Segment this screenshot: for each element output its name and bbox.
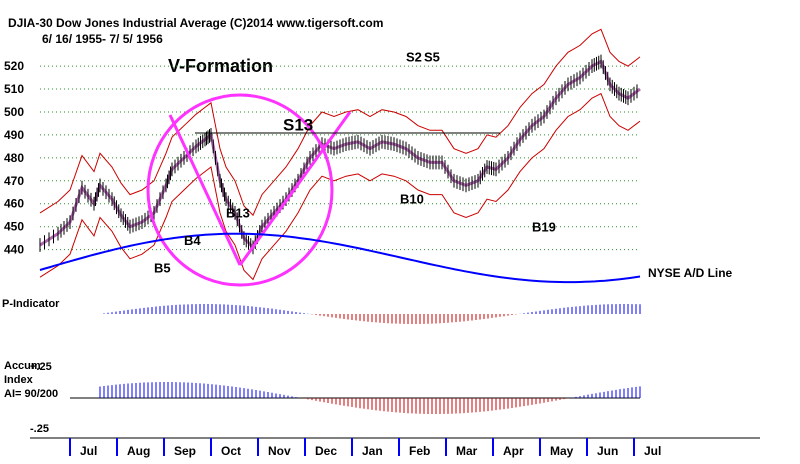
month-label: Feb xyxy=(409,444,430,458)
signal-annotations: S13 S2 S5 B4 B13 B10 B19 B5 xyxy=(154,49,556,275)
v-formation-right-leg xyxy=(238,111,352,266)
accum-bottom-tick: -.25 xyxy=(30,423,49,435)
month-label: Apr xyxy=(503,444,524,458)
signal-b19: B19 xyxy=(532,219,556,234)
price-axis: 440 450 460 470 480 490 500 510 520 xyxy=(4,59,24,257)
signal-s2: S2 xyxy=(406,49,422,64)
price-bars xyxy=(39,54,638,287)
month-label: Nov xyxy=(268,444,291,458)
chart-header-title: DJIA-30 Dow Jones Industrial Average (C)… xyxy=(8,16,383,30)
ad-line xyxy=(39,232,641,284)
month-label: Oct xyxy=(221,444,241,458)
accum-label: Accum xyxy=(4,360,41,372)
month-label: Jul xyxy=(644,444,661,458)
signal-b5: B5 xyxy=(154,261,171,276)
month-label: Dec xyxy=(315,444,337,458)
month-label: Jan xyxy=(362,444,383,458)
ad-line-layer xyxy=(39,232,641,284)
month-label: May xyxy=(550,444,574,458)
y-tick-label: 500 xyxy=(4,105,24,119)
y-tick-label: 450 xyxy=(4,220,24,234)
v-formation-circle xyxy=(146,93,334,287)
accum-top-tick: +.25 xyxy=(30,361,52,373)
p-indicator-layer xyxy=(103,304,641,324)
signal-b13: B13 xyxy=(226,206,250,221)
index-label: Index xyxy=(4,374,34,386)
lower-band xyxy=(39,92,641,281)
ai-label: AI= 90/200 xyxy=(4,388,58,400)
bands xyxy=(39,28,641,281)
signal-s5: S5 xyxy=(424,49,440,64)
y-tick-label: 440 xyxy=(4,243,24,257)
month-label: Aug xyxy=(127,444,150,458)
month-label: Jun xyxy=(597,444,618,458)
month-label: Sep xyxy=(174,444,196,458)
chart-header-daterange: 6/ 16/ 1955- 7/ 5/ 1956 xyxy=(42,32,163,46)
y-tick-label: 490 xyxy=(4,128,24,142)
signal-s13: S13 xyxy=(283,115,313,134)
y-tick-label: 460 xyxy=(4,197,24,211)
month-label: Jul xyxy=(80,444,97,458)
month-axis: Jul Aug Sep Oct Nov Dec Jan Feb Mar Apr May Jun Jul xyxy=(30,437,760,458)
y-tick-label: 480 xyxy=(4,151,24,165)
ad-line-label: NYSE A/D Line xyxy=(648,266,733,280)
signal-b4: B4 xyxy=(184,233,201,248)
v-formation-left-leg xyxy=(168,114,242,266)
y-tick-label: 520 xyxy=(4,59,24,73)
signal-b10: B10 xyxy=(400,192,424,207)
accum-index-layer xyxy=(70,382,641,414)
y-tick-label: 510 xyxy=(4,82,24,96)
upper-band xyxy=(39,28,641,217)
y-tick-label: 470 xyxy=(4,174,24,188)
month-label: Mar xyxy=(456,444,478,458)
price-gridlines xyxy=(40,65,640,251)
p-indicator-label: P-Indicator xyxy=(2,298,60,310)
